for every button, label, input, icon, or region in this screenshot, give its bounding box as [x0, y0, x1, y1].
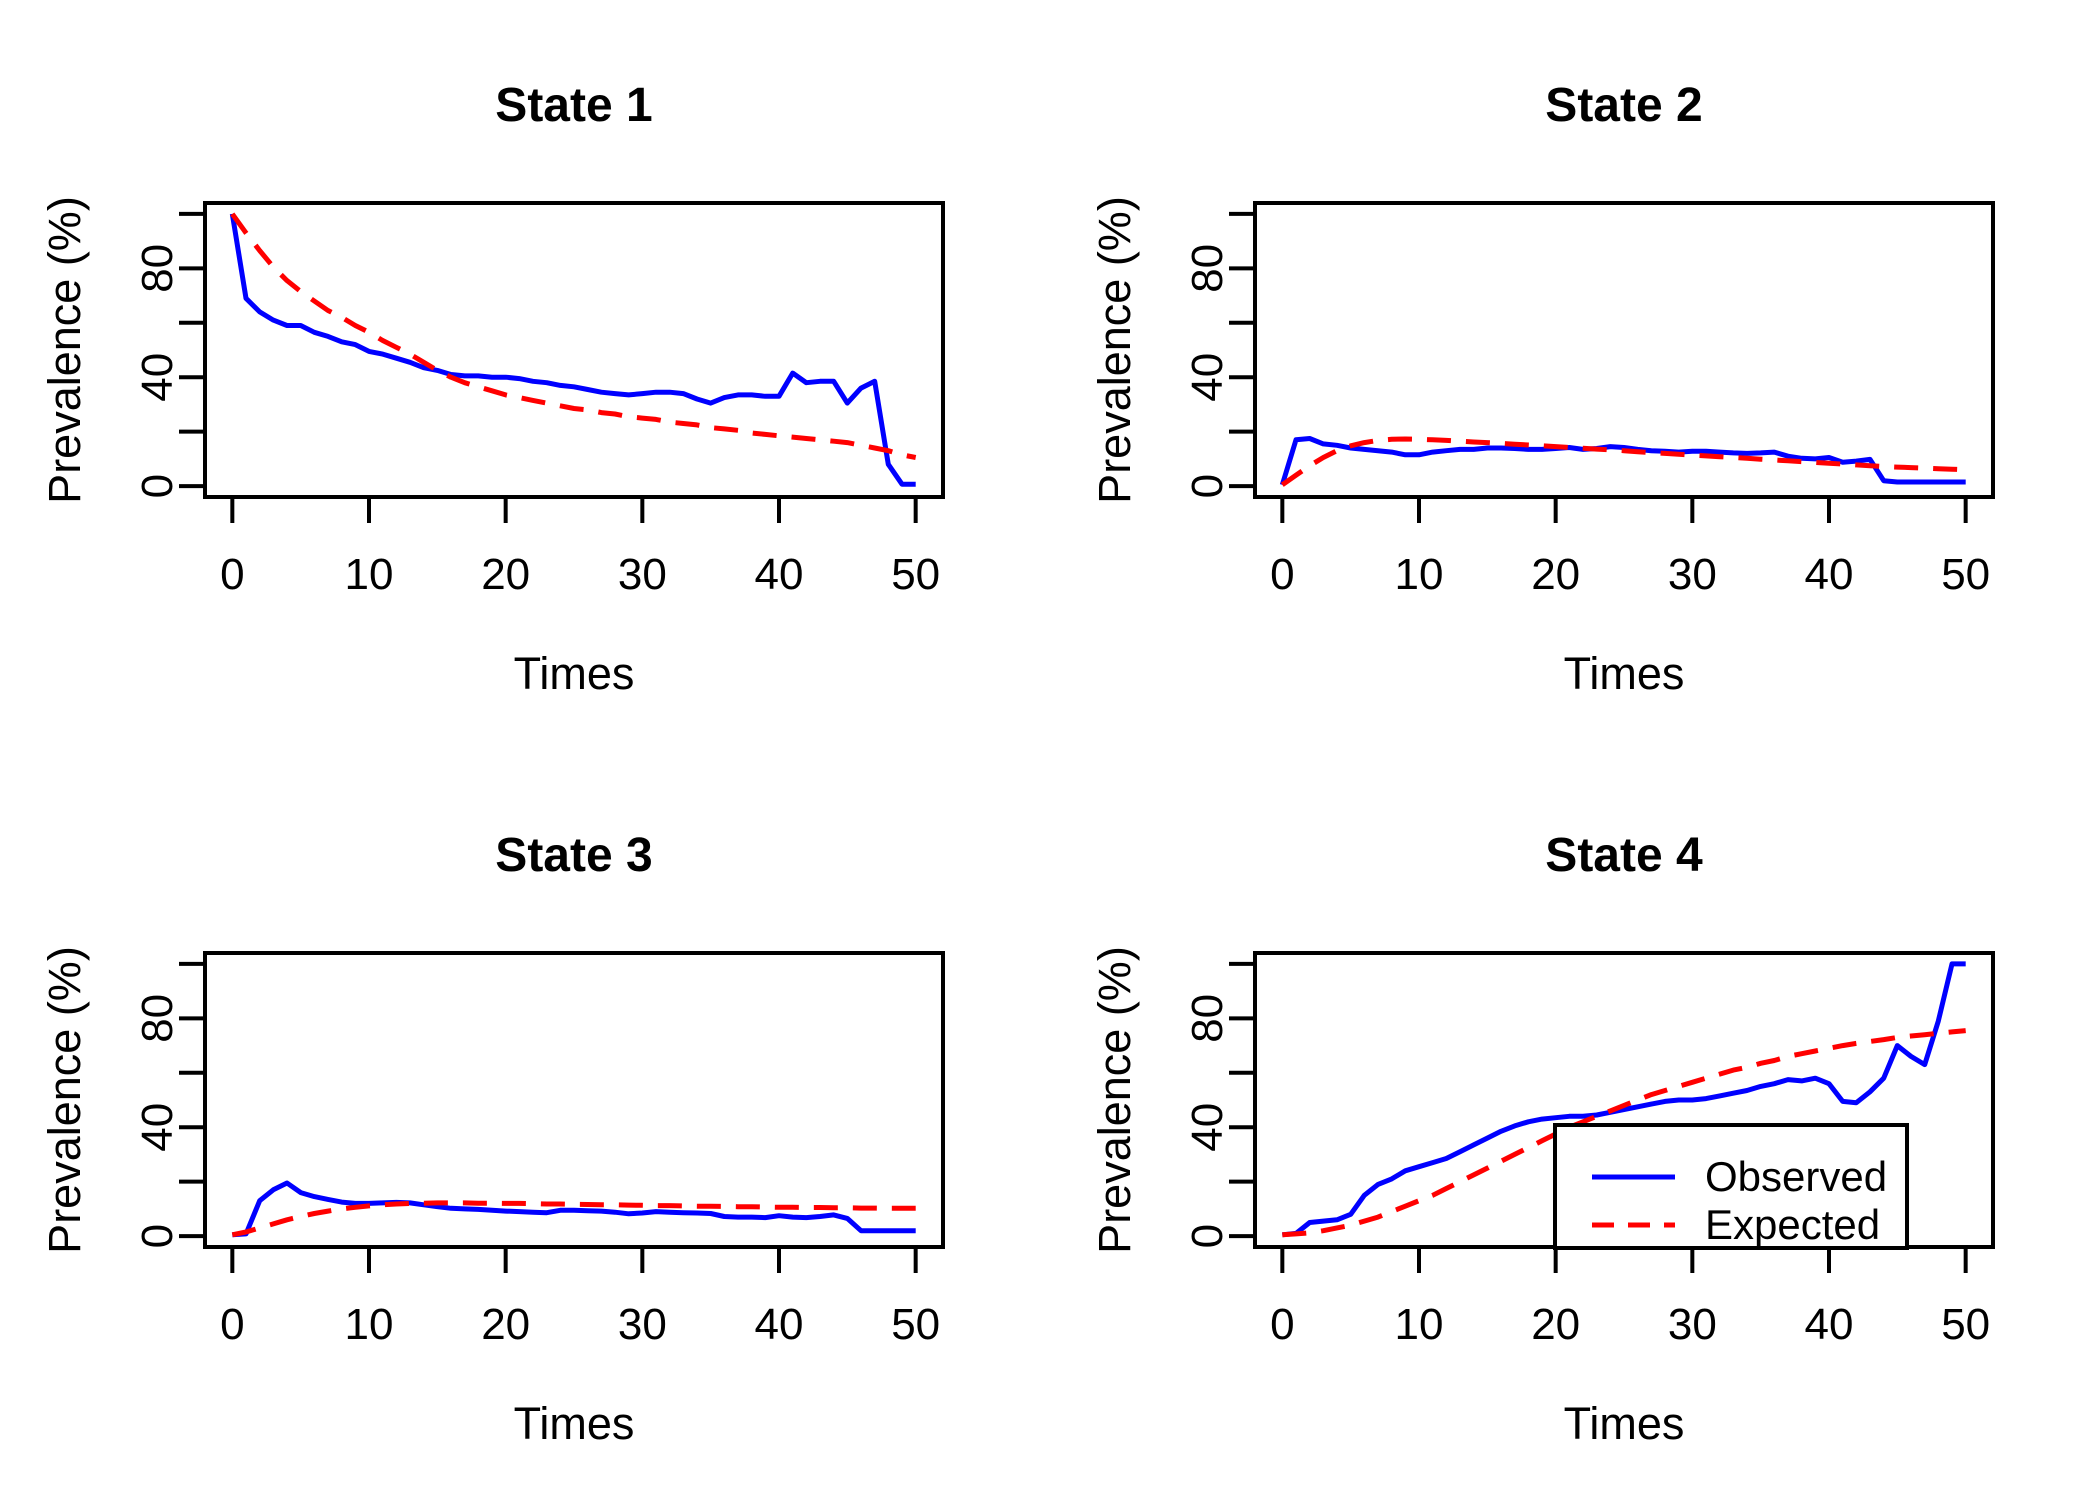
expected-line: [1280, 436, 1966, 487]
y-axis-label: Prevalence (%): [39, 196, 90, 504]
y-tick-label: 0: [1183, 474, 1232, 498]
y-tick-label: 40: [133, 353, 182, 402]
x-tick-label: 40: [1805, 1300, 1854, 1349]
y-tick-label: 40: [133, 1103, 182, 1152]
expected-line: [230, 212, 917, 460]
panel-title: State 1: [495, 79, 652, 132]
legend-label-expected: Expected: [1705, 1201, 1880, 1248]
y-tick-label: 40: [1183, 1103, 1232, 1152]
x-tick-label: 10: [1395, 550, 1444, 599]
panel-title: State 4: [1545, 829, 1703, 882]
x-tick-label: 0: [1270, 1300, 1294, 1349]
x-tick-label: 0: [220, 1300, 244, 1349]
y-tick-label: 80: [133, 994, 182, 1043]
x-tick-label: 30: [618, 1300, 667, 1349]
observed-line: [229, 213, 916, 487]
x-tick-label: 0: [1270, 550, 1294, 599]
y-tick-label: 80: [1183, 244, 1232, 293]
observed-line: [1279, 436, 1966, 486]
y-axis-label: Prevalence (%): [1089, 196, 1140, 504]
y-tick-label: 0: [133, 1224, 182, 1248]
x-tick-label: 40: [1805, 550, 1854, 599]
x-tick-label: 30: [618, 550, 667, 599]
x-axis-label: Times: [514, 648, 635, 699]
x-tick-label: 40: [755, 550, 804, 599]
y-tick-label: 80: [1183, 994, 1232, 1043]
plot-box: [1253, 201, 1995, 499]
x-axis-label: Times: [1564, 1398, 1685, 1449]
x-tick-label: 10: [345, 1300, 394, 1349]
x-tick-label: 20: [1531, 1300, 1580, 1349]
y-tick-label: 40: [1183, 353, 1232, 402]
legend-label-observed: Observed: [1705, 1153, 1887, 1200]
y-tick-label: 0: [133, 474, 182, 498]
x-tick-label: 50: [891, 550, 940, 599]
y-axis-label: Prevalence (%): [39, 946, 90, 1254]
x-tick-label: 20: [481, 1300, 530, 1349]
x-axis-label: Times: [514, 1398, 635, 1449]
x-tick-label: 20: [1531, 550, 1580, 599]
panel-title: State 3: [495, 829, 652, 882]
x-tick-label: 10: [345, 550, 394, 599]
panel-state-3: State 3 0 10 20 30 40 50 0 40 80 Times Prevalence (…: [39, 829, 945, 1449]
panel-state-2: State 2 0 10 20 30 40 50 0 40 80 Times Prevalence (…: [1089, 79, 1995, 699]
x-tick-label: 50: [1941, 550, 1990, 599]
x-tick-label: 50: [891, 1300, 940, 1349]
x-tick-label: 10: [1395, 1300, 1444, 1349]
observed-line: [1282, 961, 1966, 1238]
x-tick-label: 50: [1941, 1300, 1990, 1349]
observed-line: [232, 1180, 916, 1238]
x-tick-label: 20: [481, 550, 530, 599]
x-axis-label: Times: [1564, 648, 1685, 699]
x-tick-label: 40: [755, 1300, 804, 1349]
panel-state-1: State 1 0 10 20 30 40 50 0 40 80 Times Prevalence (…: [39, 79, 945, 699]
y-tick-label: 0: [1183, 1224, 1232, 1248]
plot-box: [203, 201, 945, 499]
x-tick-label: 30: [1668, 550, 1717, 599]
panel-title: State 2: [1545, 79, 1702, 132]
plot-box: [203, 951, 945, 1249]
x-tick-label: 30: [1668, 1300, 1717, 1349]
y-tick-label: 80: [133, 244, 182, 293]
expected-line: [1282, 1028, 1966, 1238]
x-tick-label: 0: [220, 550, 244, 599]
panel-state-4: State 4 0 10 20 30 40 50 0 40 80 Times Prevalence (…: [1089, 829, 1995, 1449]
y-axis-label: Prevalence (%): [1089, 946, 1140, 1254]
expected-line: [231, 1200, 916, 1238]
